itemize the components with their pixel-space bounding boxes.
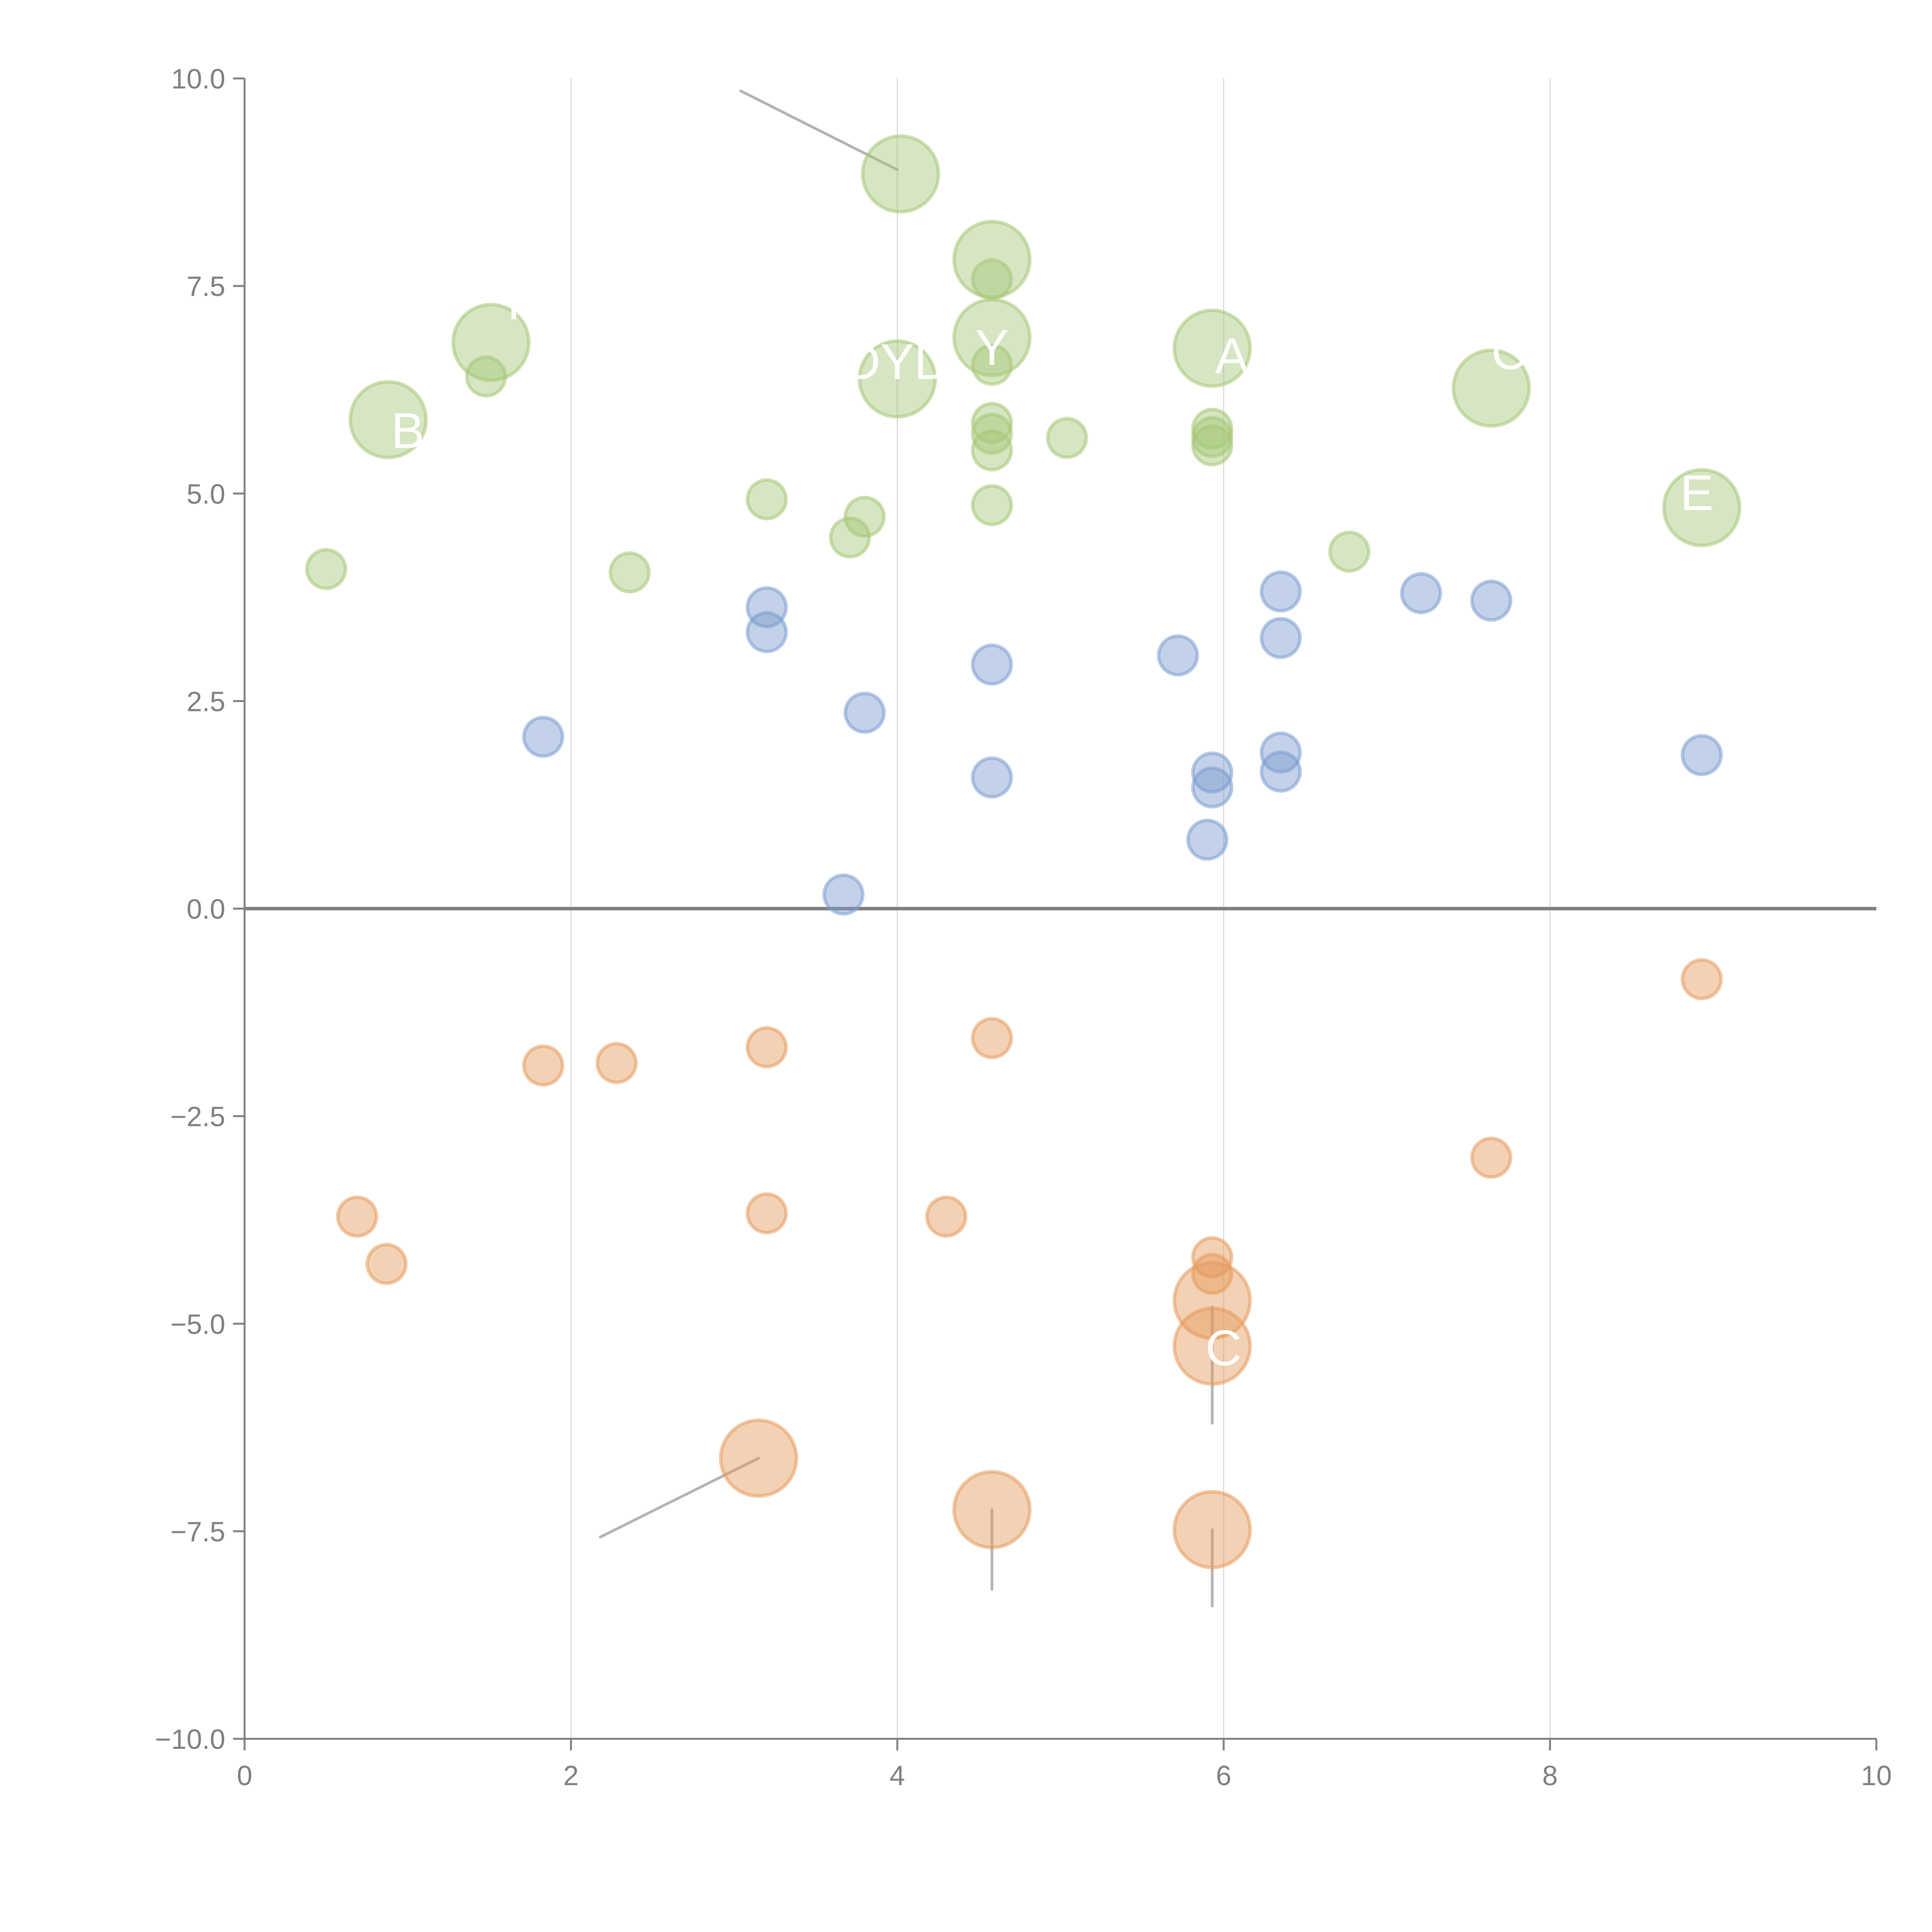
orange-data-point xyxy=(1470,1136,1512,1179)
green-data-point xyxy=(971,344,1013,386)
orange-data-point xyxy=(336,1196,378,1238)
blue-data-point xyxy=(822,873,865,916)
y-tick-label: −10.0 xyxy=(155,1724,225,1755)
orange-data-point xyxy=(952,1470,1032,1549)
x-tick-label: 2 xyxy=(563,1760,579,1791)
orange-data-point xyxy=(1172,1306,1252,1386)
y-tick-label: −5.0 xyxy=(170,1309,225,1340)
y-tick-label: −7.5 xyxy=(170,1517,225,1548)
x-tick-label: 4 xyxy=(889,1760,905,1791)
leader-line xyxy=(990,226,1029,254)
green-data-point xyxy=(829,516,871,559)
point-label: C xyxy=(1206,1320,1242,1376)
x-tick-label: 10 xyxy=(1861,1760,1892,1791)
x-tick-label: 6 xyxy=(1216,1760,1231,1791)
point-label: C xyxy=(1491,323,1527,380)
blue-data-point xyxy=(844,691,886,734)
leader-line xyxy=(599,1457,760,1539)
green-data-point xyxy=(861,134,940,214)
green-data-point xyxy=(971,413,1013,455)
blue-data-point xyxy=(971,756,1013,799)
blue-data-point xyxy=(1470,579,1512,622)
x-tick-label: 8 xyxy=(1542,1760,1558,1791)
green-data-point xyxy=(844,495,886,538)
orange-data-point xyxy=(745,1192,788,1235)
orange-data-point xyxy=(365,1243,408,1285)
blue-data-point xyxy=(1186,818,1229,861)
green-data-point xyxy=(745,478,788,520)
green-data-point xyxy=(1191,424,1233,467)
blue-data-point xyxy=(1157,634,1199,677)
orange-data-point xyxy=(595,1042,638,1084)
green-data-point xyxy=(1046,417,1088,459)
green-data-point xyxy=(609,551,651,594)
green-data-point xyxy=(465,355,507,398)
green-data-point xyxy=(1662,468,1742,548)
point-label: I xyxy=(507,274,521,330)
green-data-point xyxy=(971,258,1013,301)
orange-data-point xyxy=(719,1418,798,1498)
leader-line xyxy=(871,376,899,408)
data-points xyxy=(305,134,1742,1570)
blue-data-point xyxy=(522,716,565,758)
tick-labels: 0 2 4 6 8 10 10.0 7.5 5.0 2.5 0.0 −2.5 −5.0 −7.5 −10.0 xyxy=(155,64,1892,1791)
leader-line xyxy=(739,89,899,171)
y-tick-label: 7.5 xyxy=(187,271,225,302)
blue-data-point xyxy=(1260,570,1302,613)
green-data-point xyxy=(971,429,1013,472)
blue-data-point xyxy=(1191,766,1233,809)
point-label: A xyxy=(1215,328,1249,384)
orange-data-point xyxy=(1680,958,1723,1000)
green-data-point xyxy=(1328,531,1371,573)
blue-data-point xyxy=(1680,734,1723,776)
leader-line xyxy=(1490,363,1519,387)
orange-data-point xyxy=(1172,1490,1252,1570)
orange-data-point xyxy=(522,1044,565,1087)
blue-data-point xyxy=(1260,617,1302,659)
orange-data-point xyxy=(1191,1236,1233,1279)
blue-data-point xyxy=(1260,750,1302,793)
point-label: B xyxy=(391,402,425,459)
blue-data-point xyxy=(1191,751,1233,794)
y-tick-label: 2.5 xyxy=(187,686,225,717)
orange-data-point xyxy=(745,1026,788,1068)
x-tick-label: 0 xyxy=(237,1760,252,1791)
green-data-point xyxy=(1172,308,1252,388)
blue-data-point xyxy=(745,611,788,653)
y-tick-label: 5.0 xyxy=(187,479,225,510)
green-data-point xyxy=(1451,348,1531,428)
point-label: Y xyxy=(975,319,1009,376)
blue-data-point xyxy=(971,643,1013,686)
green-data-point xyxy=(349,380,428,459)
orange-data-point xyxy=(971,1017,1013,1060)
axes xyxy=(233,77,1878,1750)
green-data-point xyxy=(857,339,937,419)
y-tick-label: 10.0 xyxy=(171,64,225,95)
blue-data-point xyxy=(1400,572,1442,614)
point-labels: DYD Y A C E B I C xyxy=(391,274,1714,1376)
point-label: DYD xyxy=(844,333,950,390)
green-data-point xyxy=(305,548,347,590)
y-tick-label: −2.5 xyxy=(170,1102,225,1133)
y-tick-label: 0.0 xyxy=(187,894,225,925)
orange-data-point xyxy=(1172,1261,1252,1340)
green-data-point xyxy=(971,484,1013,526)
point-label: E xyxy=(1680,464,1714,521)
orange-data-point xyxy=(925,1196,968,1238)
